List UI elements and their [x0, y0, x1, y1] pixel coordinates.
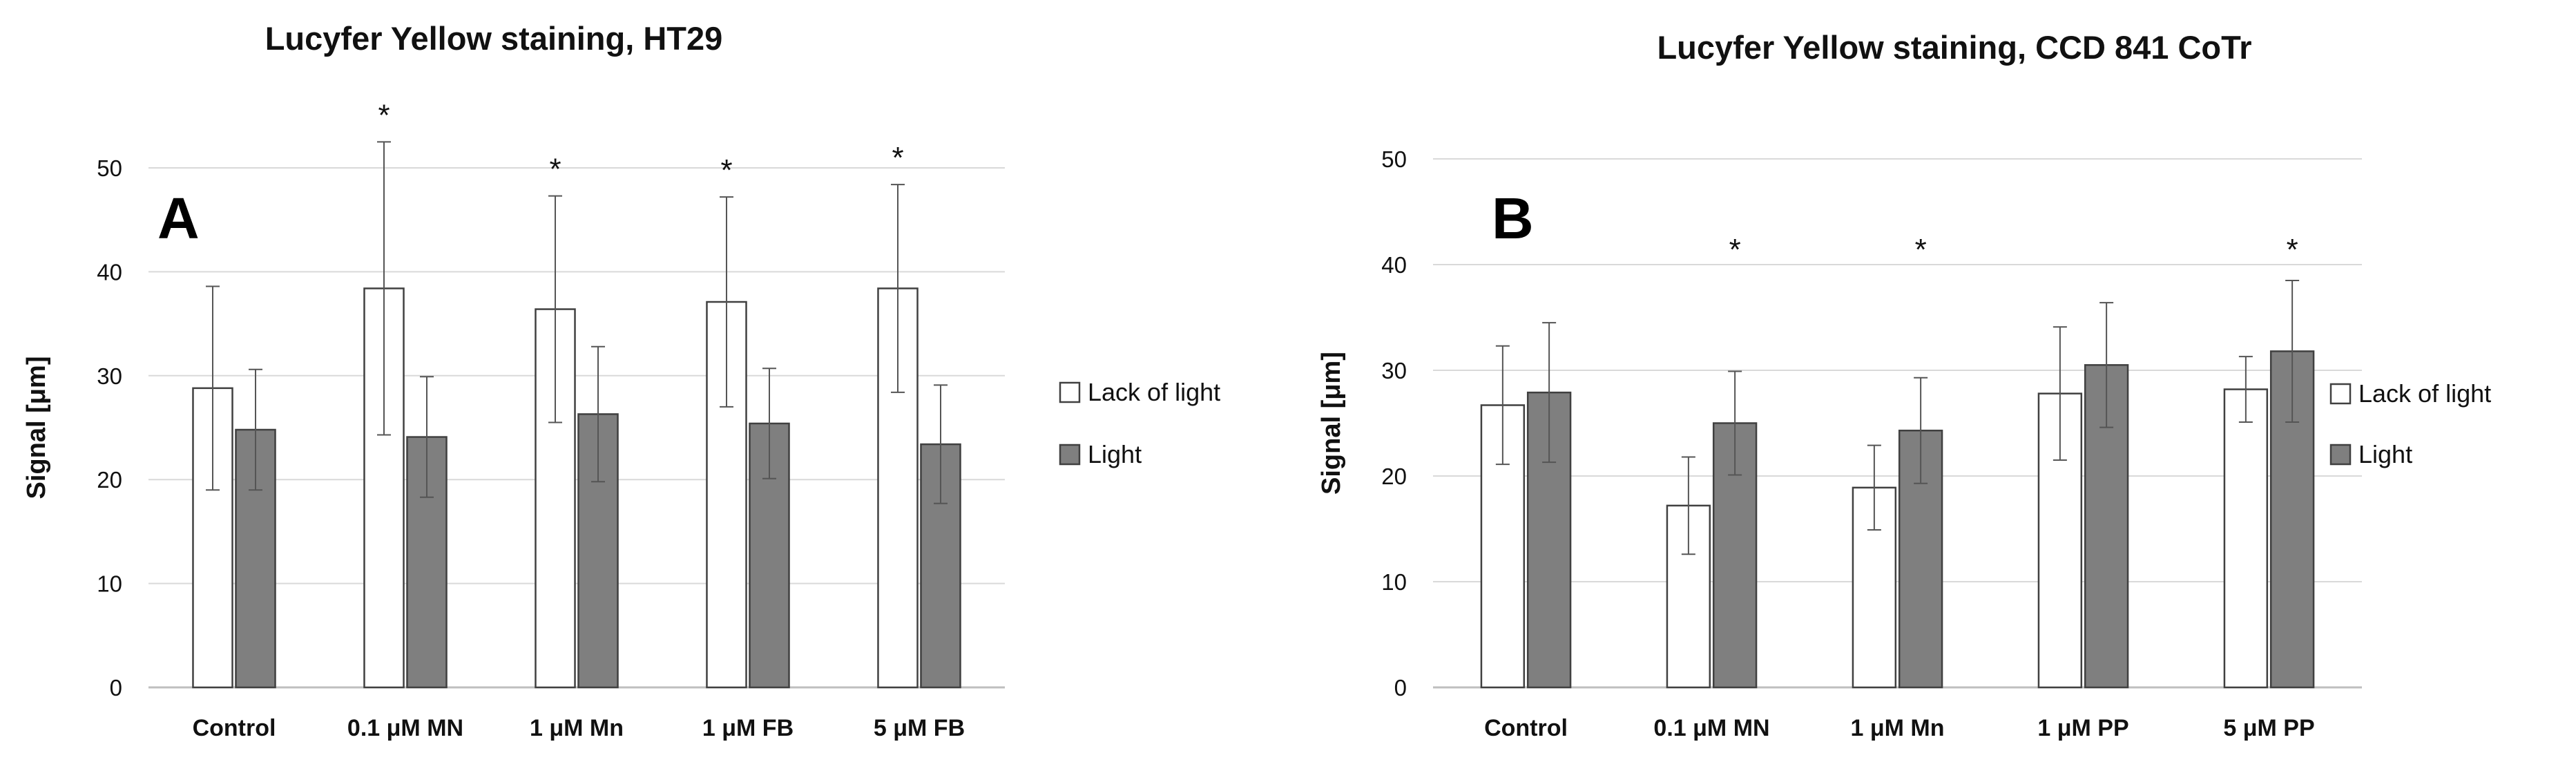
chart-panel-b: Lucyfer Yellow staining, CCD 841 CoTr B 0 1…	[1317, 29, 2491, 741]
y-tick-label: 0	[110, 675, 122, 701]
y-tick-label: 20	[1381, 464, 1407, 489]
y-tick-label: 30	[1381, 358, 1407, 383]
chart-title: Lucyfer Yellow staining, HT29	[265, 20, 723, 57]
y-tick-label: 10	[1381, 569, 1407, 595]
significance-marker: *	[378, 98, 390, 132]
legend-swatch-lack-of-light	[2329, 383, 2352, 405]
y-tick-label: 0	[1394, 675, 1407, 701]
x-tick-label: 1 μM FB	[702, 715, 794, 741]
x-tick-label: 1 μM PP	[2037, 715, 2128, 741]
y-tick-label: 20	[97, 467, 122, 493]
significance-marker: *	[892, 141, 903, 175]
x-tick-label: 1 μM Mn	[1850, 715, 1944, 741]
x-tick-label: Control	[193, 715, 276, 741]
significance-marker: *	[1729, 233, 1741, 267]
bar-lack-of-light	[2223, 388, 2269, 689]
y-tick-label: 40	[97, 259, 122, 285]
legend-label: Lack of light	[2358, 379, 2491, 408]
x-tick-label: 5 μM FB	[874, 715, 965, 741]
legend-label: Lack of light	[1088, 378, 1220, 406]
x-tick-label: Control	[1484, 715, 1568, 741]
y-axis-label: Signal [μm]	[22, 356, 51, 499]
y-tick-label: 50	[97, 155, 122, 181]
y-tick-label: 50	[1381, 146, 1407, 172]
significance-marker: *	[720, 153, 732, 187]
panel-letter: B	[1492, 186, 1534, 251]
y-tick-label: 10	[97, 571, 122, 597]
y-tick-label: 40	[1381, 252, 1407, 278]
chart-panel-a: Lucyfer Yellow staining, HT29 A 0 10 20 30 40 5…	[22, 20, 1220, 741]
significance-marker: *	[549, 153, 561, 187]
legend-label: Light	[2358, 440, 2412, 468]
y-axis-label: Signal [μm]	[1317, 352, 1346, 495]
chart-title: Lucyfer Yellow staining, CCD 841 CoTr	[1657, 29, 2251, 66]
legend-swatch-light	[1059, 444, 1081, 466]
legend-label: Light	[1088, 440, 1142, 468]
y-tick-label: 30	[97, 363, 122, 389]
x-tick-label: 0.1 μM MN	[347, 715, 463, 741]
panel-letter: A	[157, 186, 200, 251]
legend-swatch-light	[2329, 444, 2352, 466]
x-tick-label: 1 μM Mn	[530, 715, 624, 741]
legend-swatch-lack-of-light	[1059, 381, 1081, 403]
x-tick-label: 5 μM PP	[2223, 715, 2314, 741]
x-tick-label: 0.1 μM MN	[1653, 715, 1769, 741]
significance-marker: *	[2287, 233, 2298, 267]
significance-marker: *	[1915, 233, 1927, 267]
